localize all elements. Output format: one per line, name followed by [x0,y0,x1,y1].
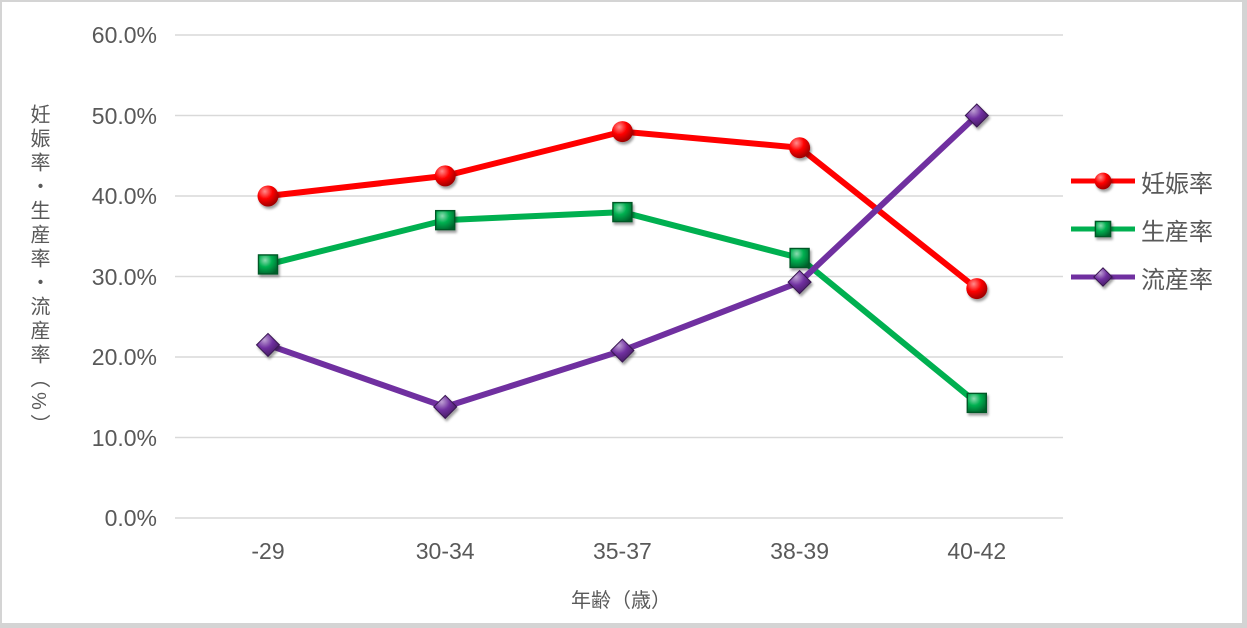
x-axis-title: 年齢（歳） [571,590,671,612]
y-tick-label: 10.0% [91,424,157,451]
x-tick-label: -29 [251,538,285,564]
legend-item: 流産率 [1071,253,1213,301]
y-tick-label: 40.0% [91,183,157,209]
series-1-marker-square [789,247,810,269]
legend-item: 生産率 [1071,205,1213,253]
legend-diamond-icon [1071,267,1135,287]
series-1-line [265,209,980,406]
series-1-marker-square [1094,220,1112,238]
series-2-marker-diamond [787,269,812,295]
series-2-marker-diamond [1093,267,1113,287]
series-0-marker-circle [434,165,456,187]
legend-square-icon [1071,220,1135,238]
y-tick-label: 0.0% [104,505,157,531]
y-tick-label: 30.0% [91,263,157,290]
series-0-marker-circle [257,185,279,207]
series-1-marker-square [966,392,987,414]
x-tick-label: 38-39 [770,538,829,564]
legend: 妊娠率 生産率 流産率 [1071,157,1213,301]
series-1-marker-square [435,209,456,231]
series-0 [257,121,988,300]
legend-circle-icon [1071,172,1135,190]
y-tick-label: 20.0% [91,344,157,370]
legend-label: 生産率 [1141,218,1213,246]
series-2-marker-diamond [432,394,458,420]
x-tick-label: 40-42 [947,538,1007,564]
y-axis-title: 妊娠率・生産率・流産率（%） [27,104,49,438]
series-1 [257,201,987,414]
series-0-marker-circle [1094,172,1112,190]
series-2-marker-diamond [255,332,281,358]
series-2-marker-diamond [610,338,635,363]
series-1-marker-square [257,254,279,275]
series-0-marker-circle [789,137,811,159]
y-tick-label: 50.0% [91,102,157,129]
series-0-marker-circle [611,121,633,143]
x-tick-label: 35-37 [592,538,652,564]
legend-label: 流産率 [1141,266,1213,294]
x-tick-label: 30-34 [415,538,475,564]
series-2-marker-diamond [964,103,990,128]
series-1-marker-square [612,201,633,223]
y-tick-label: 60.0% [91,22,157,48]
series-0-marker-circle [966,278,988,300]
legend-item: 妊娠率 [1071,157,1213,205]
series-2-line [265,112,980,410]
series-2 [255,103,990,420]
legend-label: 妊娠率 [1141,170,1213,198]
